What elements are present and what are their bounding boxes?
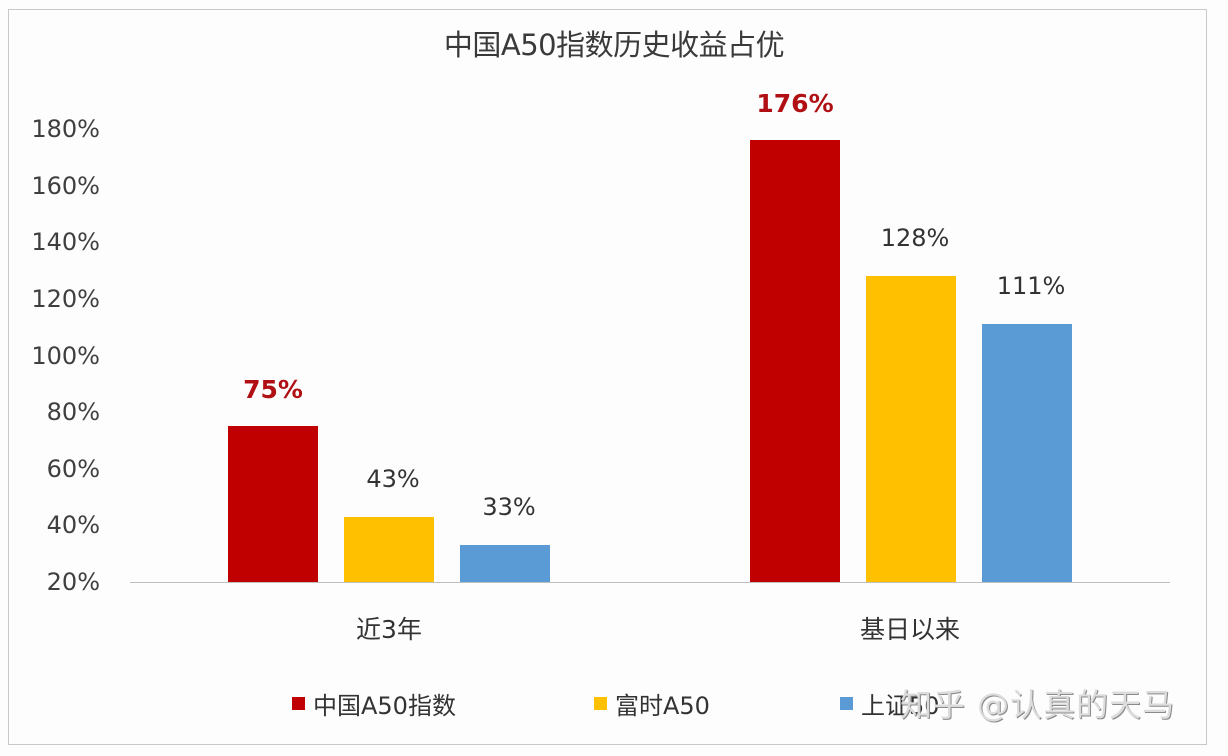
y-tick-label: 160% bbox=[31, 171, 100, 200]
y-tick-label: 120% bbox=[31, 284, 100, 313]
watermark: 知乎 @认真的天马 bbox=[900, 686, 1176, 724]
y-tick-label: 100% bbox=[31, 341, 100, 370]
bar bbox=[866, 276, 956, 582]
data-label: 43% bbox=[366, 464, 420, 493]
bar bbox=[460, 545, 550, 582]
data-label: 111% bbox=[996, 272, 1066, 301]
data-label: 176% bbox=[756, 89, 834, 119]
y-tick-label: 60% bbox=[46, 454, 100, 483]
legend-label: 富时A50 bbox=[615, 692, 710, 720]
y-tick-label: 40% bbox=[46, 511, 100, 540]
bar bbox=[228, 426, 318, 582]
legend-label: 中国A50指数 bbox=[313, 692, 456, 720]
category-label-recent-3-years: 近3年 bbox=[356, 615, 422, 644]
legend-swatch-red bbox=[292, 697, 305, 710]
x-axis-line bbox=[130, 582, 1170, 583]
legend-item-china-a50: 中国A50指数 bbox=[292, 686, 456, 721]
y-tick-label: 20% bbox=[46, 568, 100, 596]
legend-swatch-blue bbox=[840, 697, 853, 710]
y-tick-label: 140% bbox=[31, 228, 100, 257]
legend-item-ftse-a50: 富时A50 bbox=[594, 686, 710, 721]
bar bbox=[344, 516, 434, 582]
legend-item-sse50: 上证50 bbox=[840, 686, 940, 721]
legend-swatch-yellow bbox=[594, 697, 607, 710]
bar bbox=[982, 324, 1072, 582]
bar bbox=[750, 140, 840, 582]
data-label: 75% bbox=[243, 375, 303, 405]
legend-label: 上证50 bbox=[861, 692, 940, 720]
y-tick-label: 80% bbox=[46, 398, 100, 427]
legend: 中国A50指数 富时A50 上证50 bbox=[0, 686, 1228, 720]
data-label: 128% bbox=[880, 224, 950, 253]
category-label-since-inception: 基日以来 bbox=[859, 615, 961, 644]
y-tick-label: 180% bbox=[31, 115, 100, 143]
chart-title: 中国A50指数历史收益占优 bbox=[443, 28, 785, 62]
data-label: 33% bbox=[482, 493, 536, 522]
